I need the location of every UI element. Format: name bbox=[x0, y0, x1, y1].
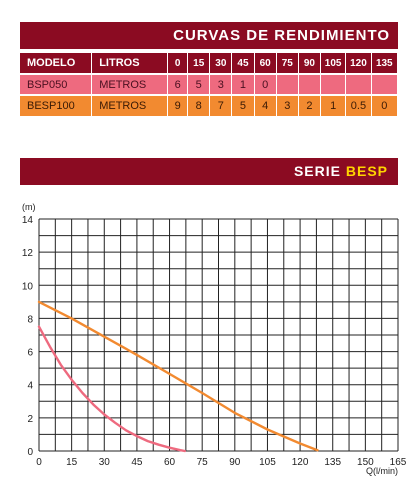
y-tick-label: 14 bbox=[22, 215, 34, 226]
x-tick-label: 150 bbox=[357, 457, 374, 468]
value-cell: 3 bbox=[276, 94, 299, 116]
column-header: 75 bbox=[276, 53, 299, 74]
value-cell bbox=[298, 73, 321, 95]
value-cell bbox=[276, 73, 299, 95]
performance-curves-banner: CURVAS DE RENDIMIENTO bbox=[20, 22, 398, 49]
series-prefix: SERIE bbox=[293, 163, 341, 179]
performance-table: MODELO LITROS 0 15 30 45 60 75 90 105 12… bbox=[20, 53, 399, 116]
table-row: BESP100 METROS 9 8 7 5 4 3 2 1 0.5 0 bbox=[20, 94, 399, 116]
y-tick-label: 10 bbox=[22, 281, 34, 292]
x-tick-label: 30 bbox=[99, 457, 111, 468]
unit-cell: METROS bbox=[91, 94, 169, 116]
value-cell: 9 bbox=[167, 94, 189, 116]
column-header: 45 bbox=[231, 53, 255, 74]
x-tick-label: 120 bbox=[292, 457, 309, 468]
performance-curve-chart: (m) Q(l/min) 0 15 30 45 60 75 90 105 120 135 150 16… bbox=[22, 202, 407, 476]
value-cell: 1 bbox=[320, 94, 347, 116]
y-tick-label: 12 bbox=[22, 248, 34, 259]
column-header: 15 bbox=[187, 53, 211, 74]
value-cell: 5 bbox=[187, 73, 211, 95]
series-line-bsp050 bbox=[37, 325, 187, 453]
value-cell: 6 bbox=[167, 73, 189, 95]
value-cell bbox=[320, 73, 347, 95]
value-cell: 1 bbox=[231, 73, 255, 95]
value-cell: 7 bbox=[209, 94, 233, 116]
chart-ticks: 0 15 30 45 60 75 90 105 120 135 150 165 0 2 4 6 8 10 12 14 bbox=[22, 215, 407, 468]
value-cell: 2 bbox=[298, 94, 321, 116]
column-header: 0 bbox=[167, 53, 189, 74]
y-tick-label: 0 bbox=[27, 447, 33, 458]
column-header: 60 bbox=[254, 53, 277, 74]
x-tick-label: 75 bbox=[197, 457, 209, 468]
x-tick-label: 0 bbox=[36, 457, 42, 468]
x-tick-label: 90 bbox=[229, 457, 241, 468]
column-header: LITROS bbox=[91, 53, 169, 74]
table-header-row: MODELO LITROS 0 15 30 45 60 75 90 105 12… bbox=[20, 53, 399, 74]
x-tick-label: 135 bbox=[324, 457, 341, 468]
value-cell: 4 bbox=[254, 94, 277, 116]
value-cell: 3 bbox=[209, 73, 233, 95]
value-cell: 0 bbox=[371, 94, 399, 116]
y-tick-label: 4 bbox=[27, 381, 33, 392]
column-header: MODELO bbox=[20, 53, 93, 74]
series-banner: SERIE BESP bbox=[20, 158, 398, 185]
y-tick-label: 8 bbox=[27, 314, 33, 325]
value-cell: 5 bbox=[231, 94, 255, 116]
series-line-besp100 bbox=[37, 300, 319, 452]
x-tick-label: 45 bbox=[131, 457, 143, 468]
x-axis-label: Q(l/min) bbox=[366, 466, 398, 476]
chart-series bbox=[37, 300, 319, 453]
banner-title: CURVAS DE RENDIMIENTO bbox=[173, 27, 390, 44]
column-header: 105 bbox=[320, 53, 347, 74]
x-tick-label: 165 bbox=[390, 457, 407, 468]
column-header: 30 bbox=[209, 53, 233, 74]
value-cell bbox=[345, 73, 372, 95]
x-tick-label: 15 bbox=[66, 457, 78, 468]
value-cell: 0 bbox=[254, 73, 277, 95]
value-cell: 8 bbox=[187, 94, 211, 116]
y-axis-label: (m) bbox=[22, 202, 36, 212]
column-header: 135 bbox=[371, 53, 399, 74]
column-header: 90 bbox=[298, 53, 321, 74]
value-cell: 0.5 bbox=[345, 94, 372, 116]
y-tick-label: 2 bbox=[27, 414, 33, 425]
model-cell: BESP100 bbox=[20, 94, 93, 116]
x-tick-label: 105 bbox=[259, 457, 276, 468]
unit-cell: METROS bbox=[91, 73, 169, 95]
value-cell bbox=[371, 73, 399, 95]
y-tick-label: 6 bbox=[27, 348, 33, 359]
column-header: 120 bbox=[345, 53, 372, 74]
table-row: BSP050 METROS 6 5 3 1 0 bbox=[20, 73, 399, 95]
model-cell: BSP050 bbox=[20, 73, 93, 95]
x-tick-label: 60 bbox=[164, 457, 176, 468]
series-name: BESP bbox=[345, 163, 388, 179]
chart-grid bbox=[38, 218, 399, 452]
